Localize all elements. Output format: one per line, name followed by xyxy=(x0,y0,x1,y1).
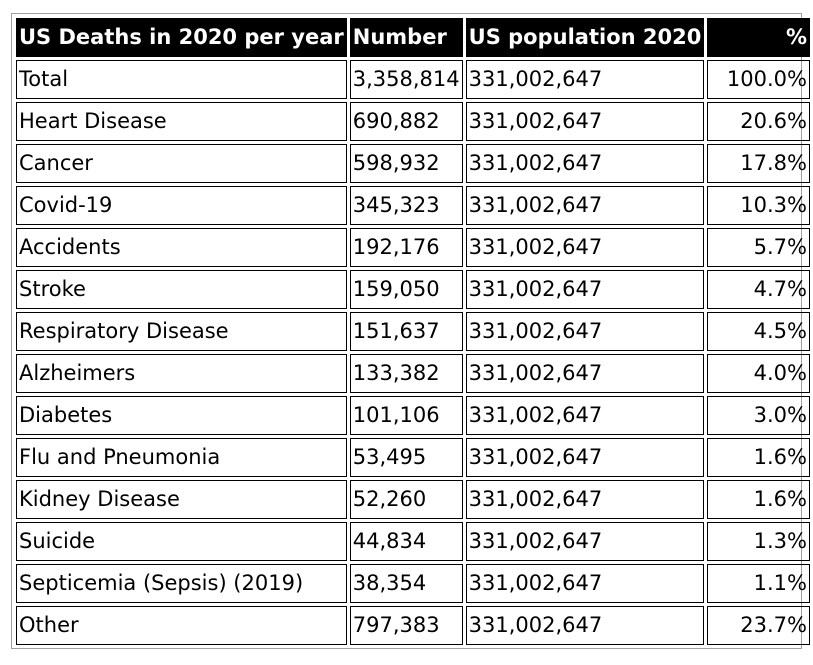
table-row: Suicide 44,834 331,002,647 1.3% xyxy=(16,522,810,561)
population-cell: 331,002,647 xyxy=(465,186,705,225)
header-cause: US Deaths in 2020 per year xyxy=(16,18,347,57)
population-cell: 331,002,647 xyxy=(465,480,705,519)
table-row: Accidents 192,176 331,002,647 5.7% xyxy=(16,228,810,267)
table-row: Diabetes 101,106 331,002,647 3.0% xyxy=(16,396,810,435)
population-cell: 331,002,647 xyxy=(465,438,705,477)
number-cell: 345,323 xyxy=(349,186,463,225)
percent-cell: 100.0% xyxy=(707,60,810,99)
percent-cell: 1.6% xyxy=(707,438,810,477)
number-cell: 159,050 xyxy=(349,270,463,309)
cause-cell: Alzheimers xyxy=(16,354,347,393)
percent-cell: 1.3% xyxy=(707,522,810,561)
number-cell: 3,358,814 xyxy=(349,60,463,99)
population-cell: 331,002,647 xyxy=(465,102,705,141)
population-cell: 331,002,647 xyxy=(465,312,705,351)
header-number: Number xyxy=(349,18,463,57)
cause-cell: Flu and Pneumonia xyxy=(16,438,347,477)
population-cell: 331,002,647 xyxy=(465,144,705,183)
cause-cell: Kidney Disease xyxy=(16,480,347,519)
percent-cell: 3.0% xyxy=(707,396,810,435)
table-row: Covid-19 345,323 331,002,647 10.3% xyxy=(16,186,810,225)
population-cell: 331,002,647 xyxy=(465,60,705,99)
table-row: Heart Disease 690,882 331,002,647 20.6% xyxy=(16,102,810,141)
table-row: Total 3,358,814 331,002,647 100.0% xyxy=(16,60,810,99)
percent-cell: 23.7% xyxy=(707,606,810,645)
cause-cell: Cancer xyxy=(16,144,347,183)
table-row: Stroke 159,050 331,002,647 4.7% xyxy=(16,270,810,309)
number-cell: 690,882 xyxy=(349,102,463,141)
percent-cell: 10.3% xyxy=(707,186,810,225)
table-row: Alzheimers 133,382 331,002,647 4.0% xyxy=(16,354,810,393)
cause-cell: Diabetes xyxy=(16,396,347,435)
cause-cell: Heart Disease xyxy=(16,102,347,141)
percent-cell: 5.7% xyxy=(707,228,810,267)
header-percent: % xyxy=(707,18,810,57)
number-cell: 133,382 xyxy=(349,354,463,393)
number-cell: 52,260 xyxy=(349,480,463,519)
number-cell: 151,637 xyxy=(349,312,463,351)
population-cell: 331,002,647 xyxy=(465,270,705,309)
table-row: Kidney Disease 52,260 331,002,647 1.6% xyxy=(16,480,810,519)
percent-cell: 20.6% xyxy=(707,102,810,141)
number-cell: 598,932 xyxy=(349,144,463,183)
cause-cell: Covid-19 xyxy=(16,186,347,225)
percent-cell: 1.1% xyxy=(707,564,810,603)
cause-cell: Suicide xyxy=(16,522,347,561)
deaths-table: US Deaths in 2020 per year Number US pop… xyxy=(13,15,813,648)
percent-cell: 4.5% xyxy=(707,312,810,351)
header-row: US Deaths in 2020 per year Number US pop… xyxy=(16,18,810,57)
percent-cell: 17.8% xyxy=(707,144,810,183)
population-cell: 331,002,647 xyxy=(465,354,705,393)
percent-cell: 4.7% xyxy=(707,270,810,309)
population-cell: 331,002,647 xyxy=(465,228,705,267)
number-cell: 44,834 xyxy=(349,522,463,561)
table-body: Total 3,358,814 331,002,647 100.0% Heart Dis… xyxy=(16,60,810,645)
table-row: Flu and Pneumonia 53,495 331,002,647 1.6% xyxy=(16,438,810,477)
percent-cell: 4.0% xyxy=(707,354,810,393)
cause-cell: Accidents xyxy=(16,228,347,267)
population-cell: 331,002,647 xyxy=(465,606,705,645)
cause-cell: Septicemia (Sepsis) (2019) xyxy=(16,564,347,603)
table-row: Other 797,383 331,002,647 23.7% xyxy=(16,606,810,645)
percent-cell: 1.6% xyxy=(707,480,810,519)
number-cell: 797,383 xyxy=(349,606,463,645)
number-cell: 53,495 xyxy=(349,438,463,477)
cause-cell: Total xyxy=(16,60,347,99)
cause-cell: Respiratory Disease xyxy=(16,312,347,351)
population-cell: 331,002,647 xyxy=(465,522,705,561)
population-cell: 331,002,647 xyxy=(465,564,705,603)
population-cell: 331,002,647 xyxy=(465,396,705,435)
table-row: Septicemia (Sepsis) (2019) 38,354 331,002,… xyxy=(16,564,810,603)
cause-cell: Other xyxy=(16,606,347,645)
table-frame xyxy=(11,13,802,649)
number-cell: 192,176 xyxy=(349,228,463,267)
table-row: Respiratory Disease 151,637 331,002,647 4.5… xyxy=(16,312,810,351)
header-population: US population 2020 xyxy=(465,18,705,57)
number-cell: 101,106 xyxy=(349,396,463,435)
number-cell: 38,354 xyxy=(349,564,463,603)
cause-cell: Stroke xyxy=(16,270,347,309)
table-row: Cancer 598,932 331,002,647 17.8% xyxy=(16,144,810,183)
